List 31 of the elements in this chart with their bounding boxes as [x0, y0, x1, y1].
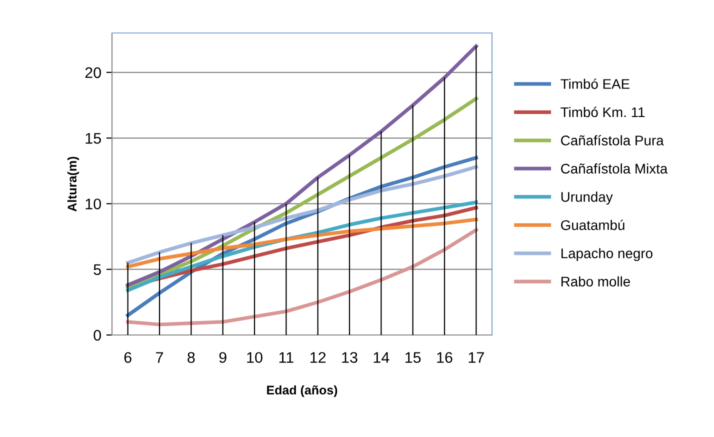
x-tick-label: 16	[437, 352, 452, 363]
legend-label: Cañafístola Pura	[561, 135, 664, 146]
legend-label: Guatambú	[561, 220, 624, 230]
y-axis-title: Altura(m)	[67, 156, 80, 212]
x-tick-label: 15	[406, 352, 421, 363]
y-tick-label: 10	[86, 198, 101, 210]
line-series	[126, 228, 478, 326]
x-tick-label: 9	[219, 352, 226, 363]
x-tick-label: 7	[156, 352, 163, 363]
x-tick-label: 14	[374, 352, 390, 363]
y-tick-label: 0	[94, 330, 101, 341]
line-series	[126, 165, 478, 265]
x-tick-label: 6	[124, 352, 132, 363]
legend-label: Timbó EAE	[560, 78, 630, 89]
y-tick-label: 5	[94, 264, 101, 276]
x-tick-label: 8	[188, 352, 195, 363]
line-series	[126, 44, 478, 287]
legend-label: Rabo molle	[561, 276, 630, 287]
x-tick-label: 13	[342, 352, 358, 363]
line-series	[126, 218, 478, 269]
legend-label: Lapacho negro	[561, 248, 652, 262]
legend-label: Cañafístola Mixta	[561, 163, 668, 174]
x-tick-label: 12	[310, 352, 326, 363]
y-tick-label: 20	[85, 67, 101, 78]
x-tick-label: 10	[247, 352, 262, 363]
x-tick-label: 11	[279, 352, 294, 363]
x-axis-title: Edad (años)	[267, 385, 338, 398]
legend-label: Urunday	[561, 192, 613, 205]
y-tick-label: 15	[86, 133, 101, 144]
legend-label: Timbó Km. 11	[560, 106, 645, 118]
x-tick-label: 17	[468, 352, 484, 363]
